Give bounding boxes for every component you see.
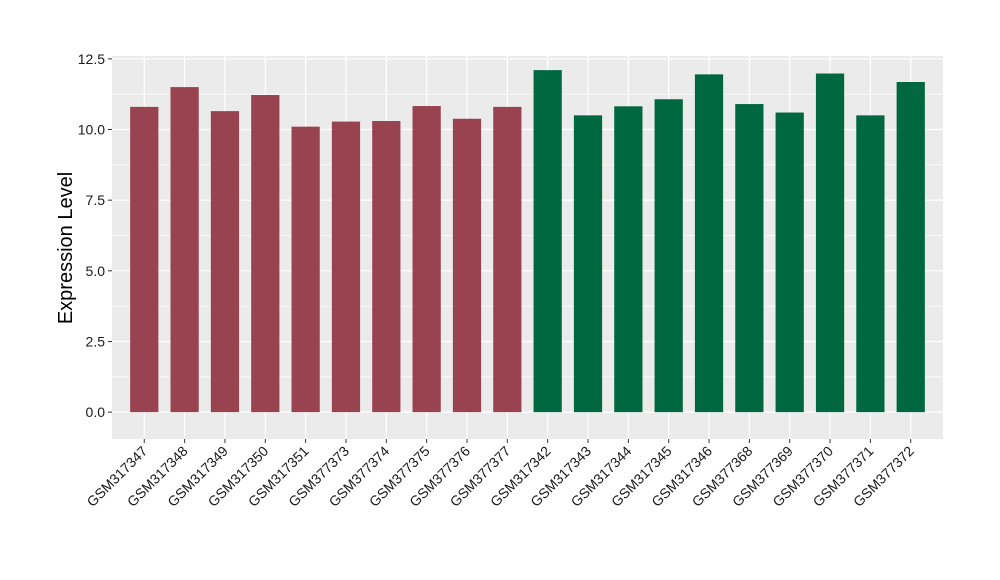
bar-GSM377371 (856, 115, 885, 413)
bar-GSM377376 (452, 118, 482, 413)
plot-panel (112, 56, 943, 439)
y-tick-label: 7.5 (86, 192, 106, 208)
y-axis: 0.0 2.5 5.0 7.5 10.0 12.5 (78, 51, 112, 420)
y-axis-title: Expression Level (55, 172, 77, 324)
bar-GSM377377 (493, 106, 522, 413)
y-tick-label: 12.5 (78, 51, 105, 67)
bar-GSM377368 (735, 104, 764, 413)
bar-GSM317347 (130, 106, 159, 413)
bar-GSM377375 (412, 106, 441, 413)
bars (130, 70, 925, 413)
bar-GSM317342 (533, 70, 562, 413)
bar-GSM317349 (210, 111, 240, 413)
bar-GSM317344 (614, 106, 643, 413)
bar-GSM377374 (372, 121, 401, 413)
bar-GSM317345 (654, 99, 683, 413)
y-tick-label: 10.0 (78, 121, 105, 137)
bar-GSM317348 (170, 87, 199, 413)
bar-GSM317346 (694, 74, 724, 413)
x-axis: GSM317347GSM317348GSM317349GSM317350GSM3… (83, 439, 917, 510)
bar-GSM377373 (331, 121, 361, 413)
bar-GSM317343 (573, 115, 603, 413)
bar-GSM317350 (251, 95, 280, 413)
y-tick-label: 0.0 (86, 404, 106, 420)
bar-GSM377369 (775, 112, 804, 413)
y-tick-label: 2.5 (86, 333, 106, 349)
bar-GSM377370 (815, 73, 845, 413)
bar-GSM377372 (896, 82, 925, 413)
y-tick-label: 5.0 (86, 263, 106, 279)
bar-GSM317351 (291, 126, 320, 413)
